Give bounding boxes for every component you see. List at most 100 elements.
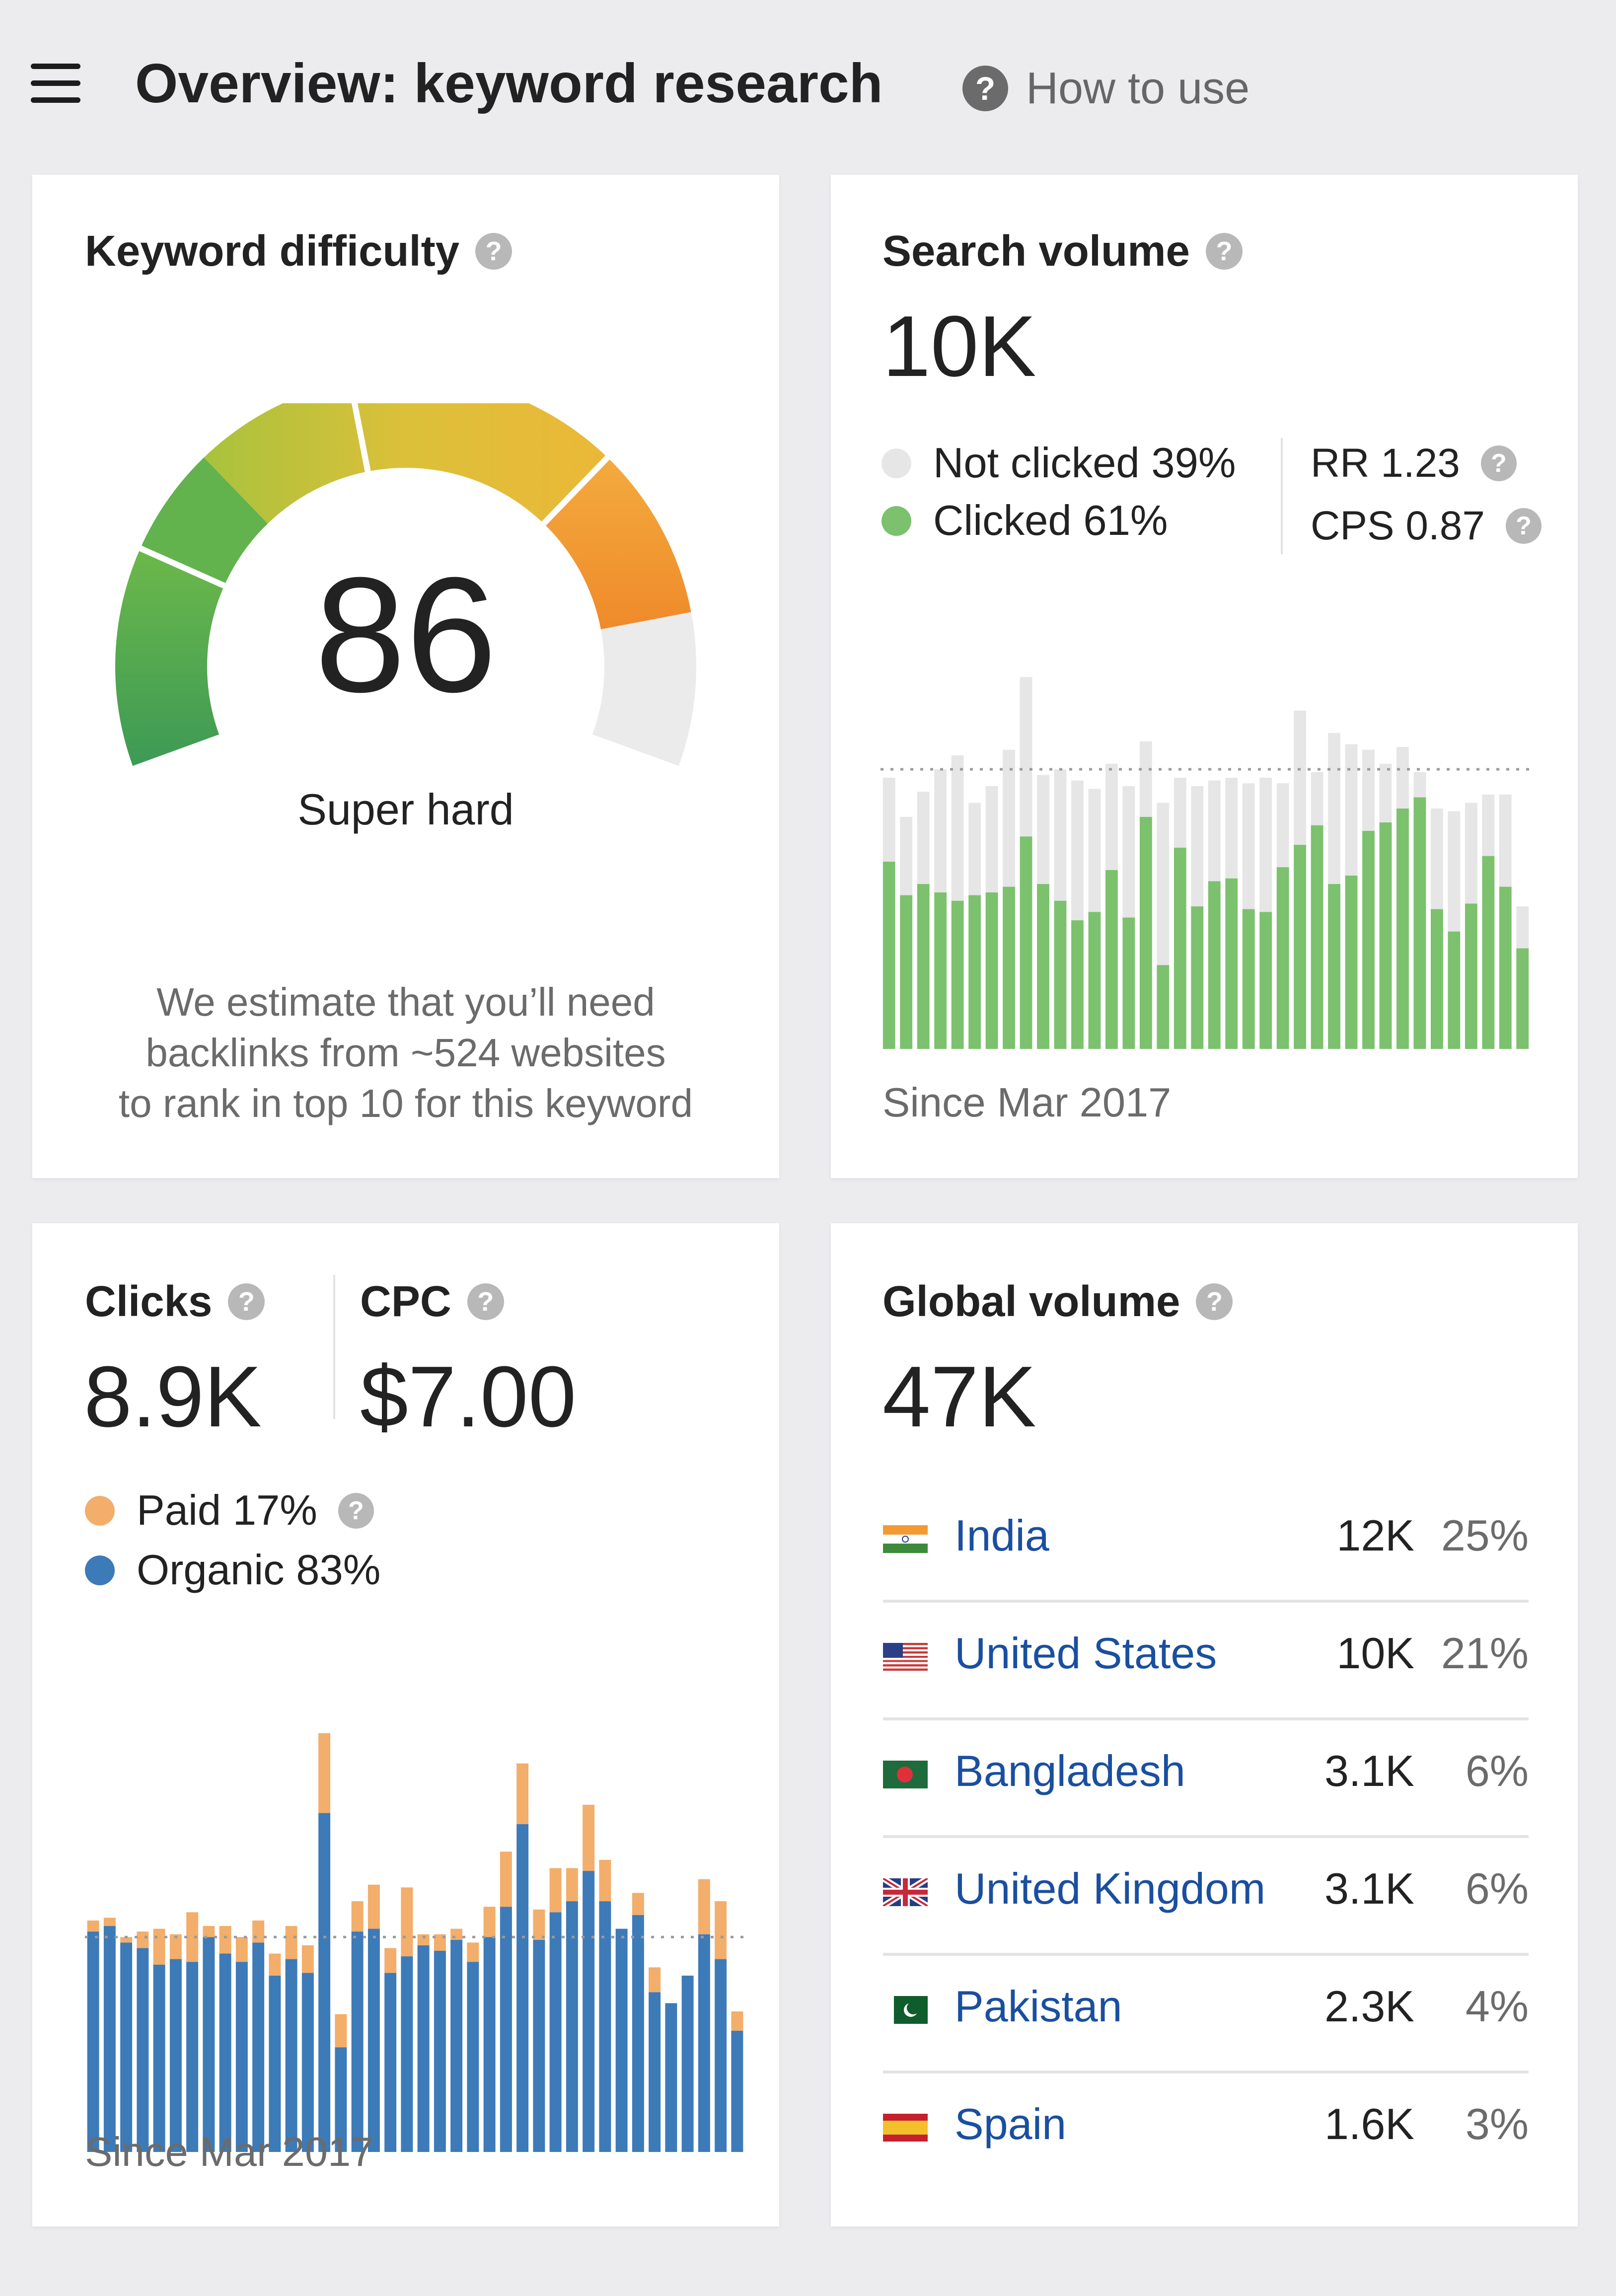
bar-not-clicked[interactable] xyxy=(1276,783,1289,868)
bar-clicked[interactable] xyxy=(1345,875,1358,1049)
bar-not-clicked[interactable] xyxy=(951,755,964,901)
bar-paid[interactable] xyxy=(434,1934,446,1951)
bar-clicked[interactable] xyxy=(1242,909,1255,1049)
bar-organic[interactable] xyxy=(269,1975,281,2152)
bar-not-clicked[interactable] xyxy=(1345,744,1358,876)
bar-clicked[interactable] xyxy=(1413,797,1426,1049)
bar-organic[interactable] xyxy=(516,1824,529,2152)
bar-not-clicked[interactable] xyxy=(1191,786,1204,906)
bar-organic[interactable] xyxy=(533,1939,545,2152)
bar-clicked[interactable] xyxy=(1139,816,1152,1049)
bar-paid[interactable] xyxy=(516,1763,529,1824)
bar-not-clicked[interactable] xyxy=(900,816,913,895)
bar-not-clicked[interactable] xyxy=(968,803,981,895)
bar-clicked[interactable] xyxy=(1225,878,1238,1049)
bar-not-clicked[interactable] xyxy=(1362,749,1375,831)
bar-paid[interactable] xyxy=(120,1937,133,1943)
bar-clicked[interactable] xyxy=(1516,948,1529,1049)
bar-clicked[interactable] xyxy=(900,895,913,1049)
bar-not-clicked[interactable] xyxy=(1242,783,1255,909)
bar-organic[interactable] xyxy=(665,2003,677,2152)
bar-paid[interactable] xyxy=(483,1907,496,1937)
bar-paid[interactable] xyxy=(318,1733,331,1813)
bar-organic[interactable] xyxy=(599,1901,611,2152)
bar-clicked[interactable] xyxy=(1054,900,1067,1049)
bar-paid[interactable] xyxy=(649,1967,661,1993)
bar-paid[interactable] xyxy=(103,1918,116,1926)
bar-paid[interactable] xyxy=(335,2014,347,2048)
bar-not-clicked[interactable] xyxy=(1259,777,1272,912)
bar-paid[interactable] xyxy=(417,1934,430,1945)
bar-clicked[interactable] xyxy=(1259,912,1272,1049)
bar-not-clicked[interactable] xyxy=(1516,906,1529,949)
bar-paid[interactable] xyxy=(153,1928,165,1965)
bar-clicked[interactable] xyxy=(917,884,930,1049)
bar-paid[interactable] xyxy=(566,1868,578,1902)
help-icon[interactable]: ? xyxy=(1205,233,1243,270)
bar-clicked[interactable] xyxy=(1430,909,1443,1049)
bar-paid[interactable] xyxy=(533,1909,545,1940)
bar-clicked[interactable] xyxy=(1448,931,1461,1049)
bar-not-clicked[interactable] xyxy=(934,769,947,892)
bar-organic[interactable] xyxy=(384,1973,397,2152)
bar-organic[interactable] xyxy=(169,1959,182,2152)
bar-paid[interactable] xyxy=(583,1804,595,1871)
bar-not-clicked[interactable] xyxy=(1139,741,1152,817)
bar-organic[interactable] xyxy=(153,1964,165,2152)
bar-not-clicked[interactable] xyxy=(1174,777,1186,848)
bar-organic[interactable] xyxy=(632,1915,644,2152)
bar-organic[interactable] xyxy=(681,1975,694,2152)
bar-clicked[interactable] xyxy=(1020,836,1032,1049)
bar-paid[interactable] xyxy=(203,1926,215,1937)
bar-organic[interactable] xyxy=(401,1956,413,2152)
help-icon[interactable]: ? xyxy=(228,1283,265,1320)
bar-paid[interactable] xyxy=(351,1901,364,1932)
bar-organic[interactable] xyxy=(549,1912,562,2152)
bar-clicked[interactable] xyxy=(1311,825,1323,1049)
bar-organic[interactable] xyxy=(351,1931,364,2152)
bar-not-clicked[interactable] xyxy=(1105,763,1118,870)
bar-paid[interactable] xyxy=(285,1926,297,1959)
bar-organic[interactable] xyxy=(698,1934,710,2152)
bar-not-clicked[interactable] xyxy=(1225,777,1238,879)
bar-organic[interactable] xyxy=(434,1950,446,2152)
bar-organic[interactable] xyxy=(252,1942,265,2152)
bar-organic[interactable] xyxy=(715,1959,727,2152)
bar-not-clicked[interactable] xyxy=(1311,772,1323,825)
bar-paid[interactable] xyxy=(599,1859,611,1902)
bar-clicked[interactable] xyxy=(1362,830,1375,1049)
country-name[interactable]: Bangladesh xyxy=(955,1746,1185,1795)
bar-clicked[interactable] xyxy=(1122,917,1135,1049)
bar-clicked[interactable] xyxy=(1499,887,1512,1049)
bar-paid[interactable] xyxy=(269,1953,281,1976)
bar-not-clicked[interactable] xyxy=(1020,677,1032,837)
bar-organic[interactable] xyxy=(649,1992,661,2152)
hamburger-menu-icon[interactable] xyxy=(31,64,82,103)
help-icon[interactable]: ? xyxy=(1505,508,1542,544)
bar-paid[interactable] xyxy=(235,1937,248,1962)
bar-clicked[interactable] xyxy=(1465,903,1477,1049)
bar-organic[interactable] xyxy=(417,1945,430,2152)
bar-paid[interactable] xyxy=(219,1926,231,1954)
bar-not-clicked[interactable] xyxy=(1482,794,1495,856)
bar-clicked[interactable] xyxy=(968,895,981,1049)
bar-paid[interactable] xyxy=(632,1893,644,1915)
bar-organic[interactable] xyxy=(103,1926,116,2152)
bar-organic[interactable] xyxy=(583,1871,595,2152)
bar-not-clicked[interactable] xyxy=(917,792,930,884)
help-icon[interactable]: ? xyxy=(1480,445,1517,481)
bar-clicked[interactable] xyxy=(882,861,895,1049)
bar-clicked[interactable] xyxy=(1328,884,1340,1049)
bar-not-clicked[interactable] xyxy=(1071,780,1084,921)
bar-organic[interactable] xyxy=(483,1937,496,2152)
help-icon[interactable]: ? xyxy=(467,1283,504,1320)
bar-not-clicked[interactable] xyxy=(882,777,895,862)
bar-organic[interactable] xyxy=(615,1928,628,2152)
bar-organic[interactable] xyxy=(450,1939,463,2152)
bar-clicked[interactable] xyxy=(1396,808,1409,1049)
bar-not-clicked[interactable] xyxy=(1328,733,1340,884)
bar-paid[interactable] xyxy=(87,1920,99,1932)
bar-organic[interactable] xyxy=(467,1962,479,2152)
bar-not-clicked[interactable] xyxy=(985,786,998,892)
bar-clicked[interactable] xyxy=(1174,847,1186,1049)
